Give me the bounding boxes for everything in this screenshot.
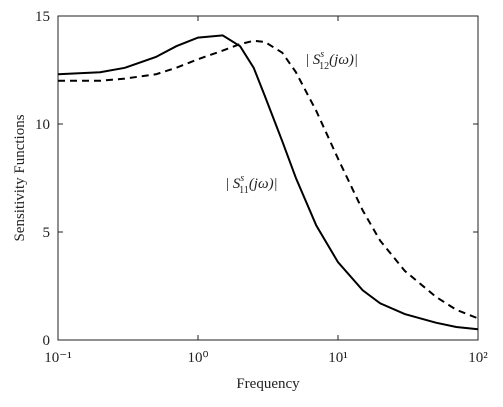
annotation-sub: 12 xyxy=(319,61,329,72)
annotation-sup: s xyxy=(240,173,244,184)
series-line xyxy=(57,34,479,331)
annotation-prefix: | xyxy=(226,176,233,192)
series-line xyxy=(58,39,479,320)
y-tick-label: 5 xyxy=(43,225,51,241)
y-axis-label: Sensitivity Functions xyxy=(12,114,28,241)
annotation-sup: s xyxy=(320,49,324,60)
annotation: | Ss 11(jω)| xyxy=(226,173,278,196)
y-tick-label: 0 xyxy=(43,333,51,349)
annotation-prefix: | xyxy=(306,52,313,68)
annotation-suffix: (jω)| xyxy=(249,176,278,192)
x-tick-label: 10⁰ xyxy=(187,350,208,366)
plot-frame xyxy=(57,15,479,341)
annotation-sub: 11 xyxy=(239,185,249,196)
annotation-symbol: S xyxy=(313,52,321,68)
y-tick-label: 10 xyxy=(35,117,50,133)
x-tick-label: 10² xyxy=(468,350,488,366)
x-axis-label: Frequency xyxy=(236,376,300,392)
annotation-suffix: (jω)| xyxy=(329,52,358,68)
x-tick-label: 10⁻¹ xyxy=(44,350,71,366)
x-tick-label: 10¹ xyxy=(328,350,348,366)
y-tick-label: 15 xyxy=(35,9,50,25)
annotation: | Ss 12(jω)| xyxy=(306,49,358,72)
annotation-symbol: S xyxy=(233,176,241,192)
